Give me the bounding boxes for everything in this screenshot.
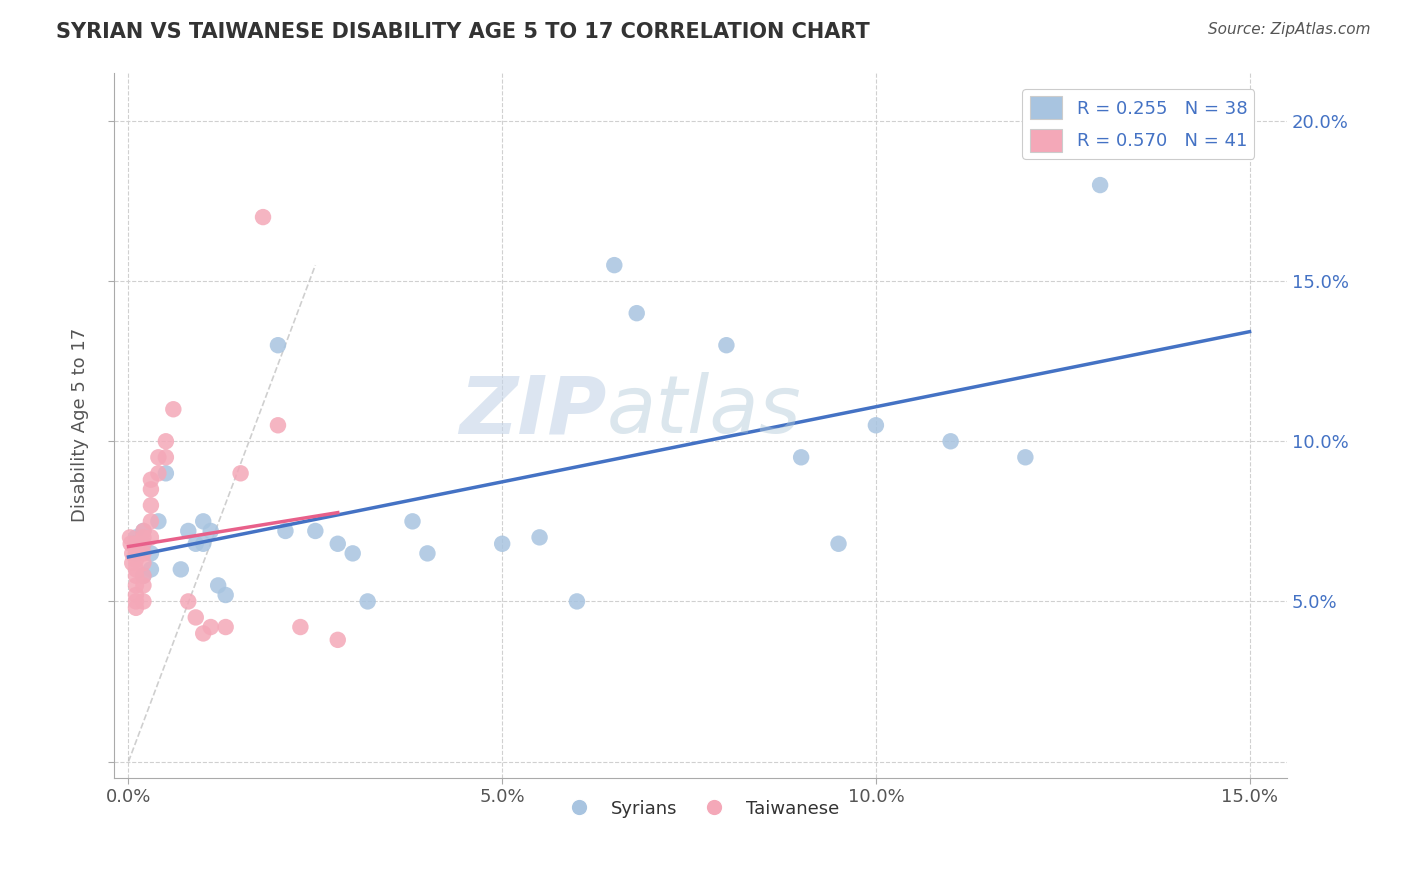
Point — [193, 626, 215, 640]
Point — [155, 434, 177, 449]
Point — [1088, 178, 1111, 192]
Text: ZIP: ZIP — [458, 372, 606, 450]
Point — [184, 610, 207, 624]
Point — [139, 473, 162, 487]
Point — [342, 546, 364, 560]
Point — [125, 530, 148, 544]
Point — [125, 600, 148, 615]
Point — [416, 546, 439, 560]
Point — [139, 546, 162, 560]
Text: Source: ZipAtlas.com: Source: ZipAtlas.com — [1208, 22, 1371, 37]
Point — [132, 546, 155, 560]
Point — [267, 418, 290, 433]
Y-axis label: Disability Age 5 to 17: Disability Age 5 to 17 — [72, 328, 89, 523]
Point — [326, 537, 349, 551]
Point — [120, 537, 142, 551]
Point — [200, 524, 222, 538]
Point — [214, 588, 236, 602]
Point — [200, 620, 222, 634]
Point — [125, 569, 148, 583]
Point — [125, 553, 148, 567]
Point — [132, 556, 155, 570]
Point — [132, 537, 155, 551]
Point — [125, 578, 148, 592]
Point — [214, 620, 236, 634]
Text: atlas: atlas — [606, 372, 801, 450]
Point — [125, 537, 148, 551]
Point — [603, 258, 626, 272]
Point — [132, 594, 155, 608]
Point — [162, 402, 184, 417]
Point — [252, 210, 274, 224]
Point — [177, 594, 200, 608]
Point — [118, 530, 141, 544]
Point — [177, 524, 200, 538]
Point — [274, 524, 297, 538]
Point — [170, 562, 193, 576]
Point — [827, 537, 849, 551]
Point — [132, 569, 155, 583]
Point — [790, 450, 813, 465]
Point — [132, 569, 155, 583]
Point — [148, 467, 170, 481]
Point — [304, 524, 326, 538]
Point — [125, 588, 148, 602]
Point — [155, 450, 177, 465]
Point — [326, 632, 349, 647]
Point — [229, 467, 252, 481]
Point — [207, 578, 229, 592]
Point — [193, 537, 215, 551]
Point — [132, 578, 155, 592]
Point — [626, 306, 648, 320]
Point — [125, 594, 148, 608]
Point — [155, 467, 177, 481]
Point — [139, 514, 162, 528]
Point — [125, 562, 148, 576]
Point — [125, 546, 148, 560]
Point — [121, 556, 143, 570]
Point — [139, 483, 162, 497]
Point — [139, 562, 162, 576]
Point — [148, 514, 170, 528]
Point — [121, 546, 143, 560]
Point — [193, 514, 215, 528]
Point — [139, 530, 162, 544]
Point — [865, 418, 887, 433]
Point — [267, 338, 290, 352]
Point — [148, 450, 170, 465]
Point — [132, 524, 155, 538]
Point — [139, 499, 162, 513]
Point — [132, 524, 155, 538]
Point — [132, 530, 155, 544]
Point — [716, 338, 738, 352]
Point — [939, 434, 962, 449]
Point — [290, 620, 312, 634]
Point — [529, 530, 551, 544]
Point — [125, 546, 148, 560]
Point — [491, 537, 513, 551]
Point — [132, 537, 155, 551]
Point — [125, 537, 148, 551]
Point — [1014, 450, 1036, 465]
Point — [356, 594, 378, 608]
Point — [565, 594, 588, 608]
Legend: Syrians, Taiwanese: Syrians, Taiwanese — [554, 792, 846, 825]
Point — [401, 514, 423, 528]
Text: SYRIAN VS TAIWANESE DISABILITY AGE 5 TO 17 CORRELATION CHART: SYRIAN VS TAIWANESE DISABILITY AGE 5 TO … — [56, 22, 870, 42]
Point — [184, 537, 207, 551]
